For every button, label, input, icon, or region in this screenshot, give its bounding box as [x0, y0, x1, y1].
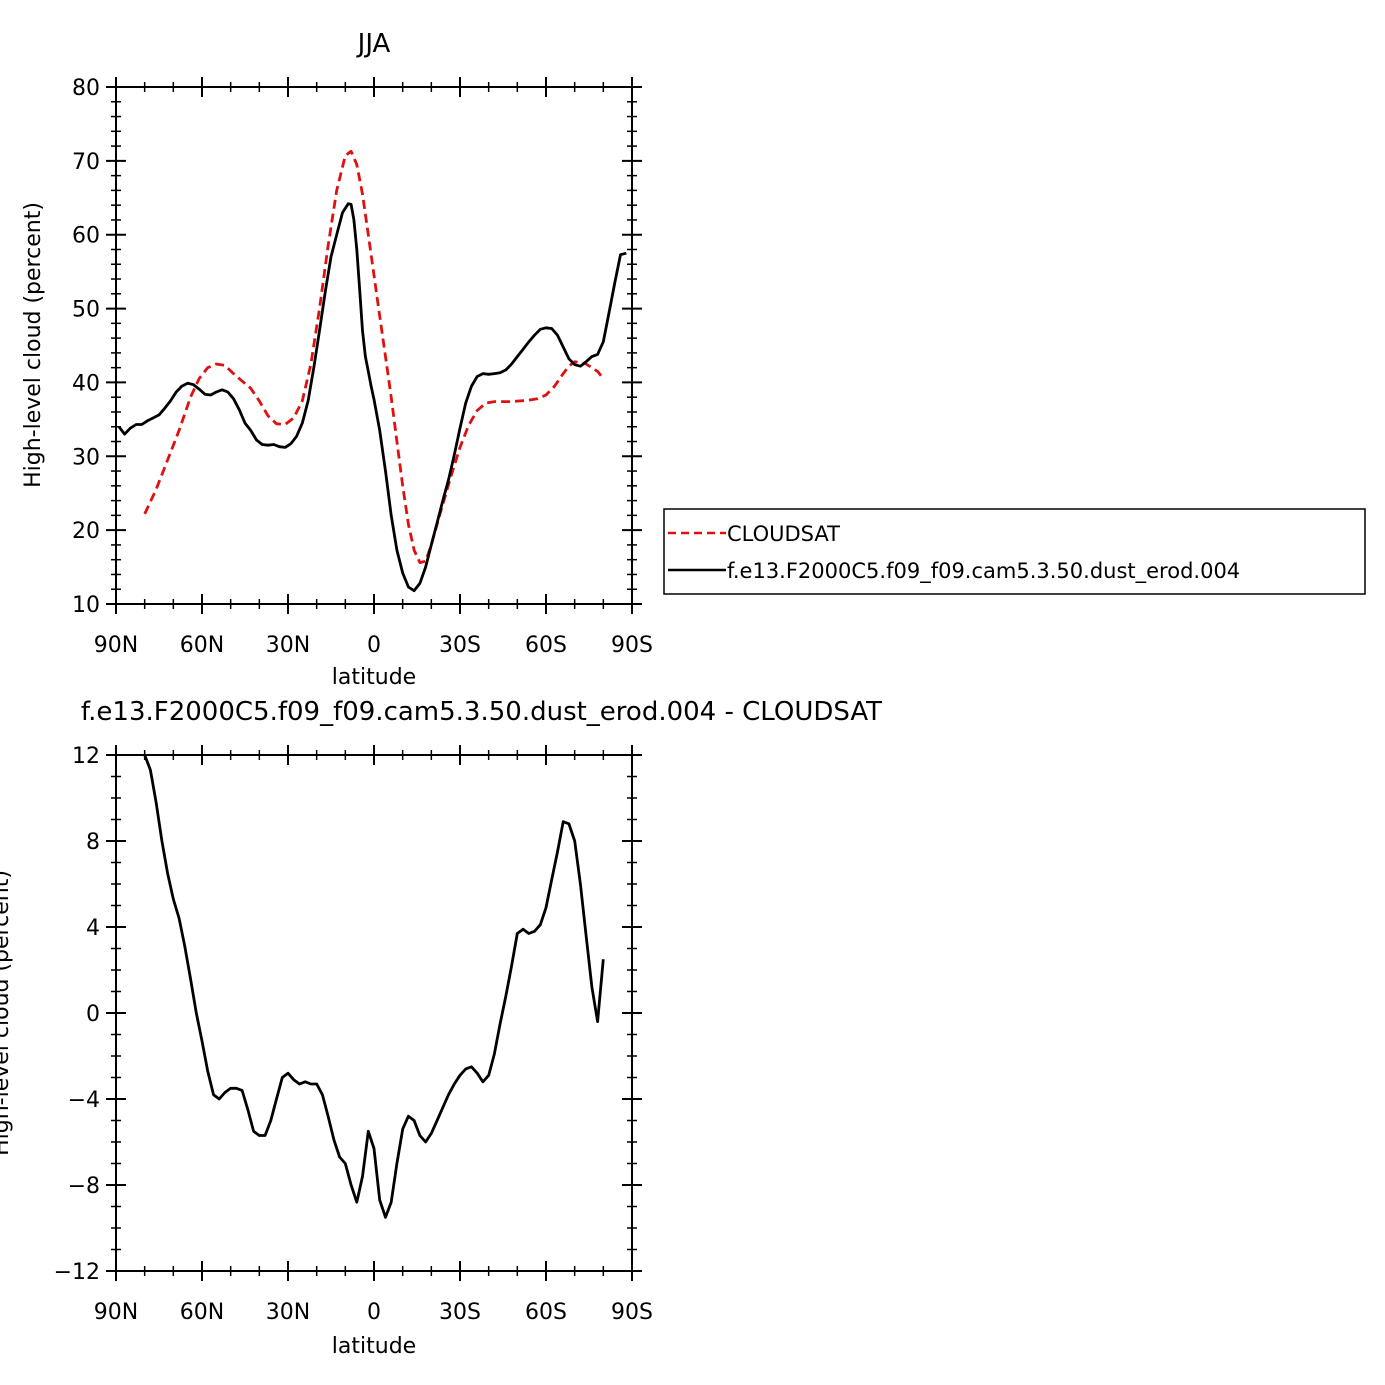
- x-tick-label: 60N: [180, 633, 224, 658]
- y-tick-label: 60: [72, 224, 100, 249]
- y-tick-label: 10: [72, 593, 100, 618]
- x-tick-label: 30N: [266, 1300, 310, 1325]
- y-tick-label: −8: [68, 1174, 100, 1199]
- bottom-panel: f.e13.F2000C5.f09_f09.cam5.3.50.dust_ero…: [0, 697, 882, 1359]
- x-tick-label: 30S: [439, 633, 481, 658]
- x-axis-title: latitude: [332, 1334, 416, 1359]
- legend-box: [663, 508, 1366, 595]
- plot-lines: [117, 149, 627, 593]
- x-tick-label: 30S: [439, 1300, 481, 1325]
- legend-label: f.e13.F2000C5.f09_f09.cam5.3.50.dust_ero…: [727, 559, 1240, 584]
- series-line-0: [143, 149, 605, 564]
- y-tick-label: 8: [86, 830, 100, 855]
- x-tick-label: 90N: [94, 633, 138, 658]
- legend-label: CLOUDSAT: [727, 522, 840, 546]
- y-tick-label: −4: [68, 1088, 100, 1113]
- plot-frame: [115, 86, 633, 605]
- axis-ticks: −12 −8 −4 0 4 8 12 90N 60N 30N 0 30S 60S 90S: [54, 744, 653, 1325]
- legend: CLOUDSAT f.e13.F2000C5.f09_f09.cam5.3.50…: [663, 508, 1366, 595]
- series-line-0: [143, 754, 605, 1219]
- x-axis-title: latitude: [332, 665, 416, 690]
- axis-ticks: 10 20 30 40 50 60 70 80 90N 60N 30N 0 30S 60S 90S: [72, 76, 653, 658]
- x-tick-label: 90S: [611, 1300, 653, 1325]
- x-tick-label: 0: [367, 1300, 381, 1325]
- y-tick-label: 50: [72, 298, 100, 323]
- x-tick-label: 60S: [525, 1300, 567, 1325]
- y-tick-label: 80: [72, 76, 100, 101]
- chart-title: f.e13.F2000C5.f09_f09.cam5.3.50.dust_ero…: [81, 697, 882, 727]
- chart-title: JJA: [356, 29, 391, 59]
- y-tick-label: 0: [86, 1002, 100, 1027]
- y-tick-label: −12: [54, 1260, 100, 1285]
- y-axis-title: High-level cloud (percent): [0, 870, 14, 1156]
- y-tick-label: 20: [72, 519, 100, 544]
- x-tick-label: 90N: [94, 1300, 138, 1325]
- plot-lines: [143, 754, 605, 1219]
- x-tick-label: 60S: [525, 633, 567, 658]
- y-tick-label: 30: [72, 445, 100, 470]
- x-tick-label: 0: [367, 633, 381, 658]
- y-tick-label: 70: [72, 150, 100, 175]
- y-tick-label: 12: [72, 744, 100, 769]
- y-tick-label: 4: [86, 916, 100, 941]
- series-line-1: [117, 202, 627, 593]
- y-axis-title: High-level cloud (percent): [21, 202, 46, 488]
- plot-frame: [115, 754, 633, 1272]
- x-tick-label: 60N: [180, 1300, 224, 1325]
- x-tick-label: 30N: [266, 633, 310, 658]
- x-tick-label: 90S: [611, 633, 653, 658]
- y-tick-label: 40: [72, 371, 100, 396]
